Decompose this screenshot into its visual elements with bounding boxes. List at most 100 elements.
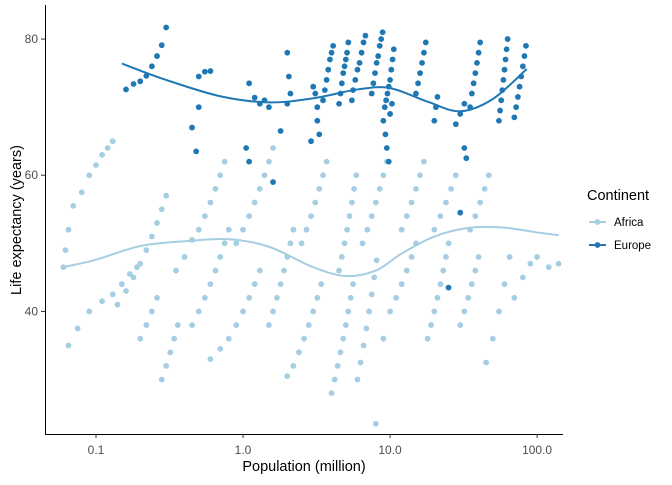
data-point-europe <box>431 117 438 124</box>
data-point-africa <box>545 264 552 271</box>
data-point-europe <box>382 131 389 138</box>
data-point-africa <box>174 322 181 328</box>
data-point-africa <box>380 335 387 342</box>
data-point-europe <box>497 107 503 114</box>
data-point-africa <box>461 308 468 315</box>
data-point-europe <box>463 155 470 162</box>
data-point-europe <box>358 49 365 56</box>
data-point-africa <box>336 267 342 274</box>
data-point-africa <box>472 213 479 220</box>
data-point-europe <box>461 100 468 107</box>
data-point-africa <box>171 335 178 342</box>
data-point-europe <box>503 46 510 53</box>
data-point-africa <box>189 322 195 328</box>
data-point-europe <box>375 53 382 59</box>
data-point-europe <box>468 90 475 97</box>
data-point-europe <box>356 59 363 66</box>
data-point-africa <box>555 260 562 267</box>
data-point-europe <box>383 145 390 151</box>
data-point-africa <box>301 335 307 342</box>
data-point-africa <box>373 257 380 264</box>
data-point-africa <box>118 281 125 288</box>
data-point-europe <box>336 100 342 107</box>
data-point-europe <box>523 42 529 49</box>
legend-label-europe: Europe <box>614 240 651 252</box>
data-point-africa <box>437 213 444 220</box>
data-point-europe <box>195 73 202 80</box>
data-point-africa <box>256 267 263 274</box>
data-point-africa <box>225 226 232 233</box>
points-layer <box>60 24 562 427</box>
data-point-europe <box>376 42 383 49</box>
x-tick-label: 10.0 <box>378 443 402 457</box>
data-point-africa <box>60 264 67 271</box>
data-point-africa <box>348 199 355 206</box>
x-tick-label: 0.1 <box>88 443 105 457</box>
data-point-africa <box>489 335 496 342</box>
data-point-africa <box>225 335 232 342</box>
data-point-africa <box>366 308 372 315</box>
data-point-africa <box>364 226 371 233</box>
data-point-africa <box>346 213 353 220</box>
data-point-africa <box>99 298 105 305</box>
data-point-africa <box>341 240 348 247</box>
data-point-africa <box>443 254 449 260</box>
data-point-africa <box>344 226 350 233</box>
data-point-europe <box>251 94 258 101</box>
data-point-europe <box>325 66 332 73</box>
data-point-africa <box>270 308 276 315</box>
data-point-africa <box>421 158 427 165</box>
data-point-africa <box>86 172 93 179</box>
data-point-africa <box>86 308 93 315</box>
data-point-europe <box>163 24 170 31</box>
data-point-africa <box>310 308 317 315</box>
data-point-europe <box>246 80 253 87</box>
data-point-africa <box>527 260 534 267</box>
data-point-africa <box>217 254 224 260</box>
x-axis-title: Population (million) <box>242 459 365 475</box>
data-point-africa <box>173 267 179 274</box>
data-point-africa <box>534 254 541 260</box>
data-point-africa <box>501 281 508 288</box>
data-point-africa <box>126 271 133 277</box>
data-point-europe <box>445 284 452 291</box>
data-point-africa <box>233 322 240 328</box>
data-point-africa <box>207 199 214 206</box>
data-point-europe <box>137 78 144 85</box>
data-point-europe <box>270 179 276 185</box>
data-point-africa <box>318 281 325 288</box>
data-point-africa <box>368 213 375 220</box>
data-point-europe <box>417 70 423 76</box>
data-point-europe <box>380 117 387 124</box>
data-point-europe <box>516 83 523 90</box>
data-point-europe <box>287 90 294 97</box>
data-point-africa <box>483 359 490 366</box>
data-point-africa <box>443 199 449 206</box>
data-point-europe <box>330 42 337 49</box>
data-point-africa <box>457 322 464 328</box>
data-point-africa <box>274 294 280 301</box>
data-point-africa <box>233 240 240 247</box>
data-point-africa <box>266 322 272 328</box>
data-point-africa <box>350 281 356 288</box>
data-point-europe <box>154 53 160 59</box>
data-point-africa <box>284 373 291 380</box>
data-point-africa <box>256 185 263 192</box>
data-point-europe <box>285 73 292 80</box>
data-point-africa <box>207 281 214 288</box>
data-point-africa <box>277 281 284 288</box>
data-point-africa <box>353 172 360 179</box>
data-point-europe <box>388 66 395 73</box>
data-point-europe <box>149 63 155 70</box>
data-point-africa <box>337 349 344 356</box>
x-tick-label: 100.0 <box>522 443 552 457</box>
data-point-europe <box>390 46 397 53</box>
data-point-africa <box>372 420 379 427</box>
data-point-europe <box>348 97 355 104</box>
data-point-africa <box>314 294 321 301</box>
data-point-europe <box>189 124 195 131</box>
data-point-africa <box>472 267 479 274</box>
data-point-europe <box>345 39 352 46</box>
